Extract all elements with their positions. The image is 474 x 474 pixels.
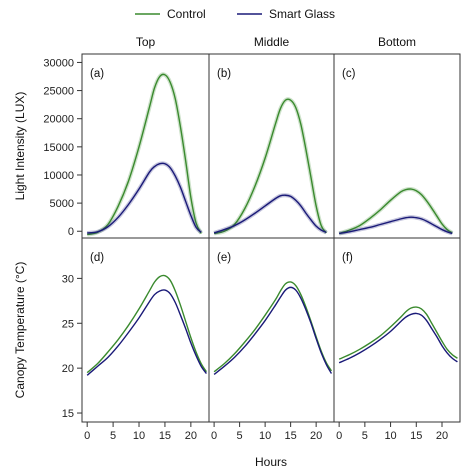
y-tick-label: 15000 — [43, 142, 74, 154]
y-tick-label: 20000 — [43, 114, 74, 126]
series-line — [339, 216, 453, 235]
panel-label: (e) — [217, 252, 231, 264]
x-tick-label: 10 — [259, 430, 271, 442]
x-tick-label: 5 — [110, 430, 116, 442]
x-tick-label: 0 — [211, 430, 217, 442]
x-tick-label: 10 — [384, 430, 396, 442]
panel-frame — [333, 53, 461, 239]
y-tick-label: 10000 — [43, 170, 74, 182]
series-line — [213, 286, 333, 375]
legend-item: Smart Glass — [237, 7, 335, 21]
series-line — [338, 312, 458, 364]
series-line — [86, 289, 207, 376]
legend-label: Smart Glass — [269, 7, 335, 21]
panel-label: (a) — [90, 68, 104, 80]
x-tick-label: 20 — [436, 430, 448, 442]
panel-e: (e) 0 5 10 15 20 — [208, 237, 335, 442]
panel-f: (f) 0 5 10 15 20 — [333, 237, 461, 442]
series-line — [86, 274, 207, 374]
panel-d: (d) 15 20 25 30 0 5 10 15 20 — [62, 237, 210, 442]
column-title: Middle — [254, 35, 290, 49]
y-tick-label: 5000 — [50, 198, 74, 210]
series-line — [338, 306, 458, 360]
series-line — [87, 73, 202, 236]
series-line — [213, 281, 333, 373]
x-tick-label: 0 — [336, 430, 342, 442]
y-tick-label: 30000 — [43, 57, 74, 69]
panel-a: (a) 0 5000 10000 15000 20000 25000 30000 — [43, 53, 210, 239]
x-tick-label: 20 — [310, 430, 322, 442]
x-axis-label: Hours — [255, 455, 287, 469]
legend: Control Smart Glass — [135, 7, 335, 21]
series-line — [213, 98, 327, 235]
y-tick-label: 0 — [68, 226, 74, 238]
x-tick-label: 15 — [410, 430, 422, 442]
series-line — [213, 194, 327, 234]
legend-item: Control — [135, 7, 206, 21]
x-tick-label: 0 — [84, 430, 90, 442]
column-title: Top — [136, 35, 156, 49]
legend-label: Control — [167, 7, 206, 21]
column-title: Bottom — [378, 35, 416, 49]
panel-frame — [333, 237, 461, 423]
y-axis-label: Canopy Temperature (°C) — [13, 262, 27, 399]
panel-label: (b) — [217, 68, 231, 80]
x-tick-label: 20 — [185, 430, 197, 442]
panel-frame — [208, 237, 335, 423]
y-tick-label: 25000 — [43, 86, 74, 98]
y-tick-label: 15 — [62, 408, 74, 420]
panel-label: (c) — [342, 68, 356, 80]
x-tick-label: 10 — [133, 430, 145, 442]
column-titles: Top Middle Bottom — [136, 35, 416, 49]
panel-b: (b) — [208, 53, 335, 239]
y-tick-label: 30 — [62, 273, 74, 285]
x-tick-label: 5 — [362, 430, 368, 442]
panel-label: (f) — [342, 252, 353, 264]
y-tick-label: 20 — [62, 363, 74, 375]
y-tick-label: 25 — [62, 318, 74, 330]
x-tick-label: 5 — [237, 430, 243, 442]
x-tick-label: 15 — [159, 430, 171, 442]
series-line — [87, 162, 202, 234]
axis-labels: Light Intensity (LUX) Canopy Temperature … — [13, 92, 287, 469]
y-axis-label: Light Intensity (LUX) — [13, 92, 27, 201]
panel-c: (c) — [333, 53, 461, 239]
x-tick-label: 15 — [285, 430, 297, 442]
panel-label: (d) — [90, 252, 104, 264]
series-line — [338, 188, 453, 235]
panel-frame — [81, 237, 210, 423]
